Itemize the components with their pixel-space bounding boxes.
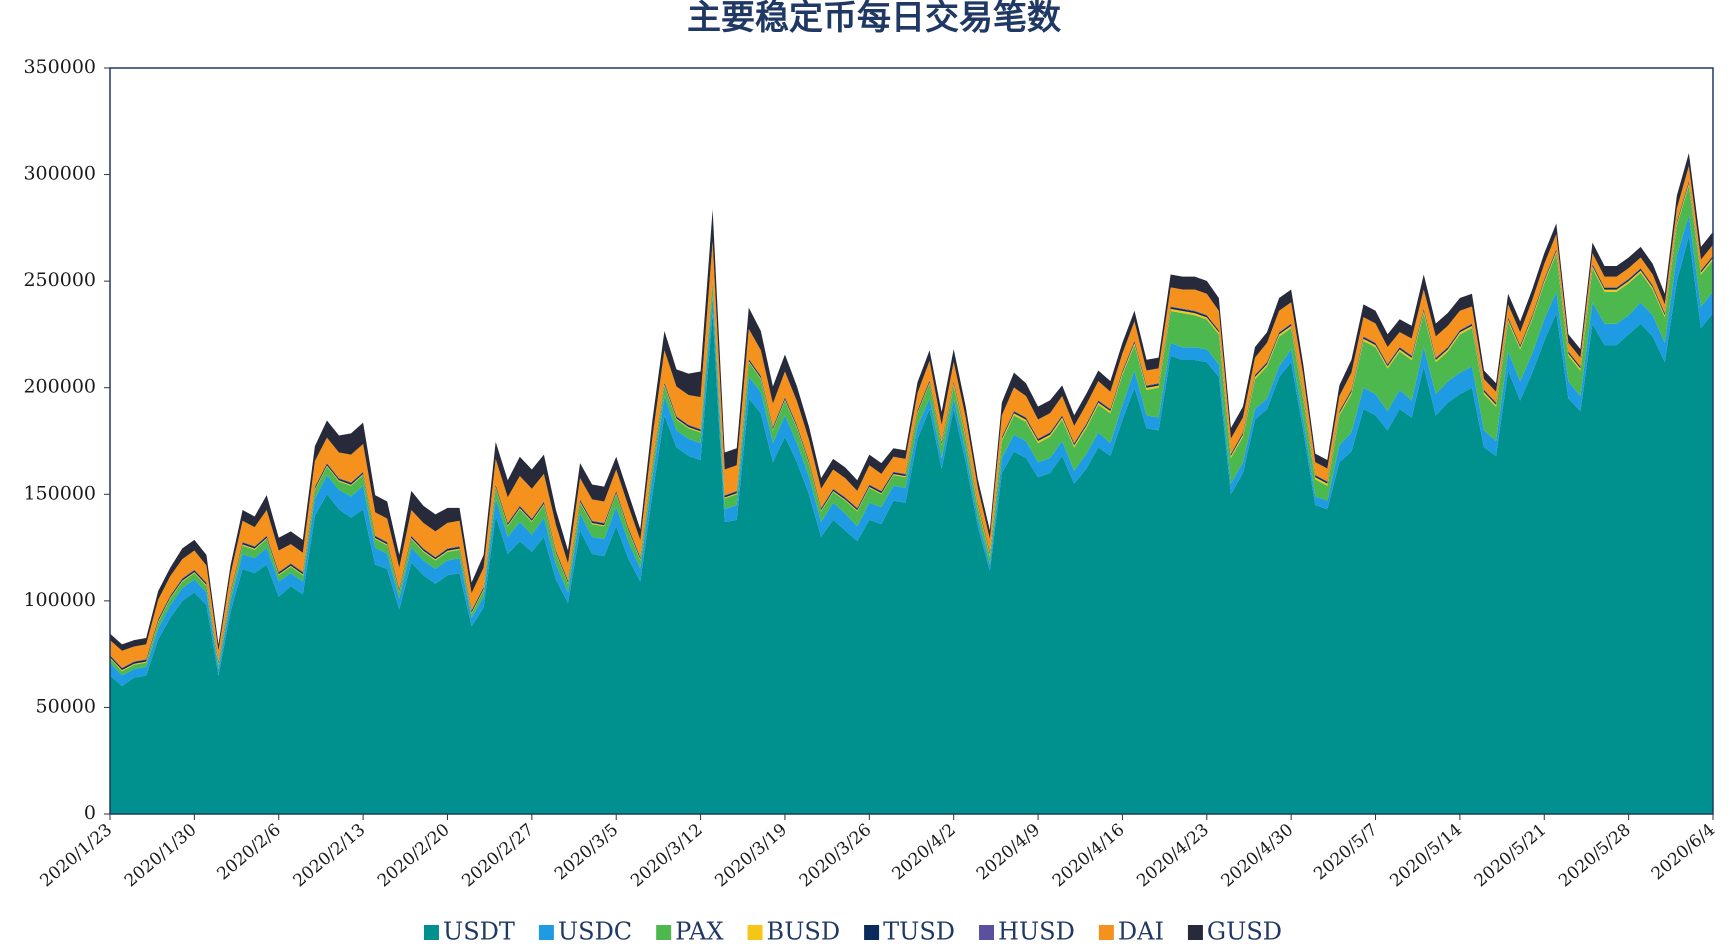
y-tick-label: 250000: [23, 269, 96, 291]
legend-swatch: [979, 925, 995, 940]
legend-swatch: [1098, 925, 1114, 940]
chart-title: 主要稳定币每日交易笔数: [687, 0, 1061, 38]
legend-label: DAI: [1118, 918, 1164, 946]
legend-label: USDC: [558, 918, 632, 946]
y-tick-label: 350000: [23, 56, 96, 78]
y-tick-label: 300000: [23, 163, 96, 185]
y-tick-label: 0: [84, 802, 96, 824]
legend-label: PAX: [675, 918, 723, 946]
area: [110, 236, 1713, 814]
legend-label: USDT: [443, 918, 515, 946]
legend-swatch: [656, 925, 672, 940]
legend-label: GUSD: [1207, 918, 1282, 946]
legend-label: TUSD: [883, 918, 955, 946]
legend-label: BUSD: [767, 918, 841, 946]
legend-swatch: [423, 925, 439, 940]
y-tick-label: 150000: [23, 482, 96, 504]
legend-swatch: [1187, 925, 1203, 940]
legend-swatch: [538, 925, 554, 940]
y-tick-label: 100000: [23, 589, 96, 611]
legend: USDT USDC PAX BUSD TUSD HUSD DAI GUSD: [423, 918, 1282, 946]
legend-label: HUSD: [998, 918, 1075, 946]
y-tick-label: 50000: [36, 695, 96, 717]
legend-swatch: [747, 925, 763, 940]
legend-swatch: [864, 925, 880, 940]
plot-frame: [109, 67, 1714, 815]
y-tick-label: 200000: [23, 376, 96, 398]
